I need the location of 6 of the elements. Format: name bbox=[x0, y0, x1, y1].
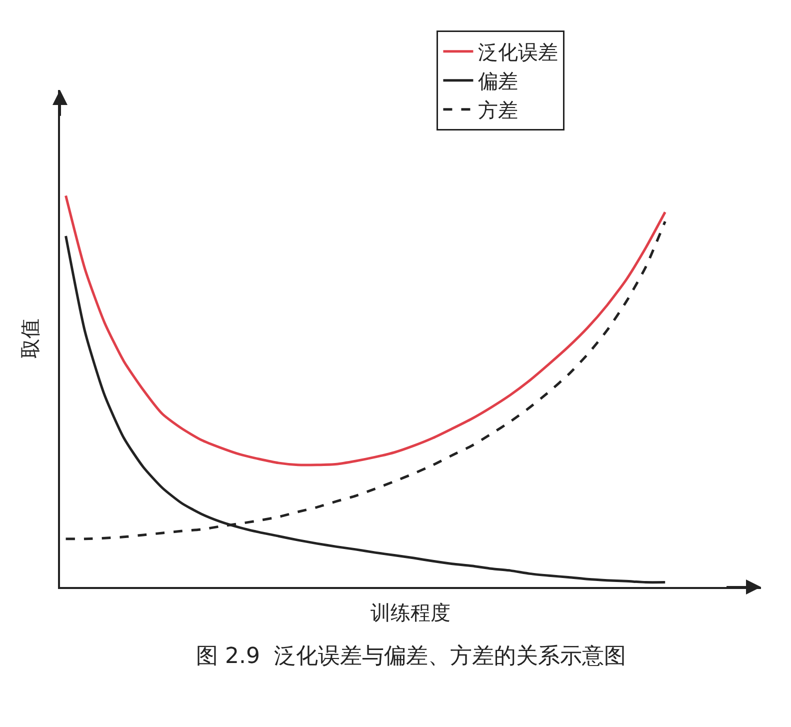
legend-label: 泛化误差 bbox=[478, 40, 558, 64]
x-axis-title: 训练程度 bbox=[370, 600, 450, 624]
caption: 图 2.9 泛化误差与偏差、方差的关系示意图 bbox=[196, 644, 626, 669]
legend-label: 方差 bbox=[478, 98, 518, 122]
legend-label: 偏差 bbox=[478, 69, 518, 94]
y-axis-title: 取值 bbox=[18, 318, 42, 358]
